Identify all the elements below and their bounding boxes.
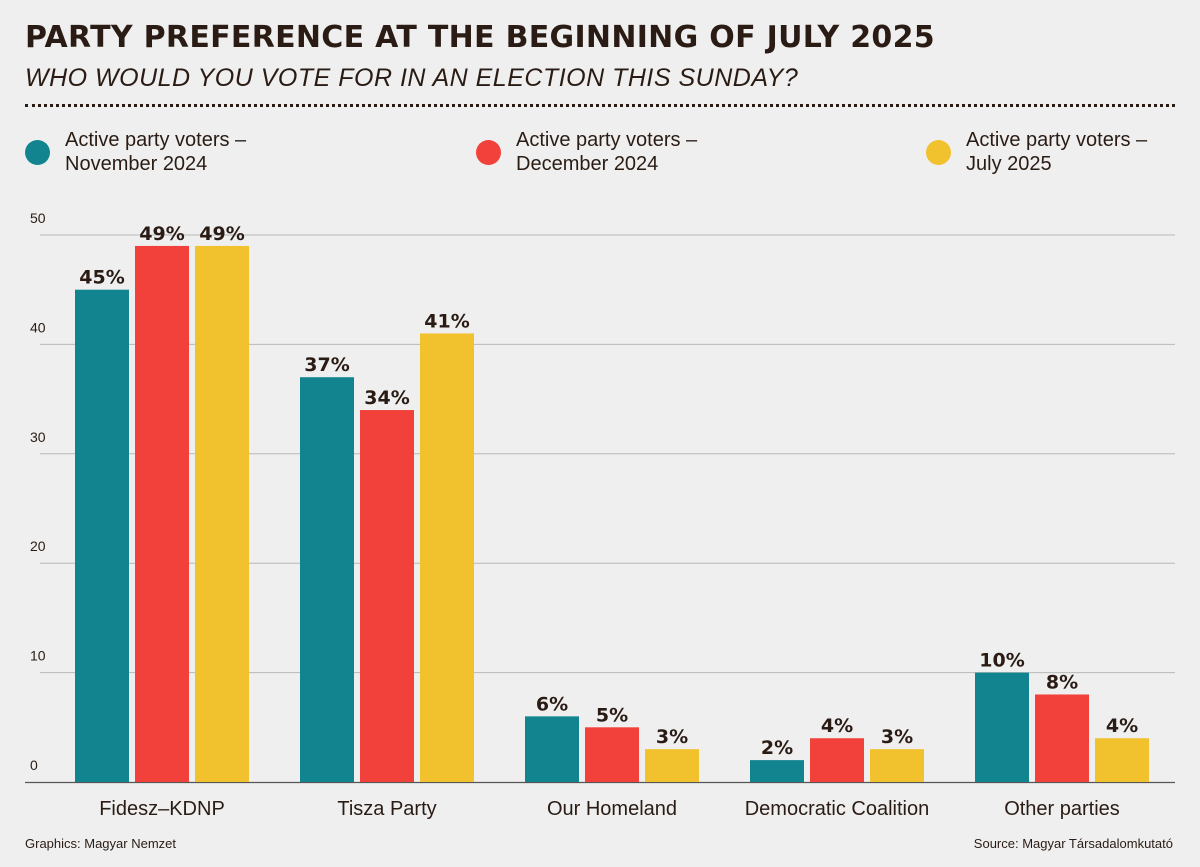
legend-label: Active party voters – November 2024 xyxy=(65,129,247,175)
title-divider xyxy=(25,104,1175,107)
data-label: 3% xyxy=(881,726,913,748)
bar xyxy=(525,716,579,782)
category-label: Democratic Coalition xyxy=(745,798,930,820)
bar xyxy=(975,672,1029,782)
data-label: 34% xyxy=(364,387,409,409)
graphics-credit: Graphics: Magyar Nemzet xyxy=(25,836,176,851)
y-tick-label: 0 xyxy=(30,757,38,773)
data-label: 8% xyxy=(1046,671,1078,693)
bar xyxy=(750,760,804,782)
y-tick-label: 30 xyxy=(30,429,46,445)
bar xyxy=(810,738,864,782)
data-label: 49% xyxy=(199,223,244,245)
legend-item-november-2024: Active party voters – November 2024 xyxy=(25,128,246,176)
bar xyxy=(870,749,924,782)
data-label: 4% xyxy=(1106,715,1138,737)
bar xyxy=(420,333,474,782)
bar xyxy=(645,749,699,782)
bar xyxy=(135,245,189,782)
category-label: Other parties xyxy=(1004,798,1120,820)
y-tick-label: 40 xyxy=(30,319,46,335)
source-credit: Source: Magyar Társadalomkutató xyxy=(973,836,1173,851)
category-label: Our Homeland xyxy=(547,798,677,820)
legend-item-july-2025: Active party voters – July 2025 xyxy=(926,128,1147,176)
data-label: 3% xyxy=(656,726,688,748)
bar xyxy=(360,410,414,782)
y-tick-label: 10 xyxy=(30,648,46,664)
bar xyxy=(1095,738,1149,782)
data-label: 49% xyxy=(139,223,184,245)
bar xyxy=(585,727,639,782)
category-label: Fidesz–KDNP xyxy=(99,798,225,820)
bar xyxy=(75,289,129,782)
data-label: 37% xyxy=(304,354,349,376)
data-label: 10% xyxy=(979,650,1024,672)
bar xyxy=(195,245,249,782)
legend-swatch xyxy=(926,139,951,165)
data-label: 5% xyxy=(596,704,628,726)
category-label: Tisza Party xyxy=(337,798,436,820)
data-label: 41% xyxy=(424,310,469,332)
y-tick-label: 50 xyxy=(30,210,46,226)
data-label: 4% xyxy=(821,715,853,737)
legend-item-december-2024: Active party voters – December 2024 xyxy=(476,128,697,176)
chart-subtitle: WHO WOULD YOU VOTE FOR IN AN ELECTION TH… xyxy=(25,64,799,92)
legend-swatch xyxy=(476,139,501,165)
legend-label: Active party voters – December 2024 xyxy=(516,129,698,175)
data-label: 45% xyxy=(79,267,124,289)
data-label: 6% xyxy=(536,693,568,715)
legend-label: Active party voters – July 2025 xyxy=(966,129,1148,175)
data-label: 2% xyxy=(761,737,793,759)
legend-swatch xyxy=(25,139,50,165)
bar xyxy=(300,377,354,782)
y-tick-label: 20 xyxy=(30,538,46,554)
chart-title: PARTY PREFERENCE AT THE BEGINNING OF JUL… xyxy=(25,20,935,55)
bar xyxy=(1035,694,1089,782)
